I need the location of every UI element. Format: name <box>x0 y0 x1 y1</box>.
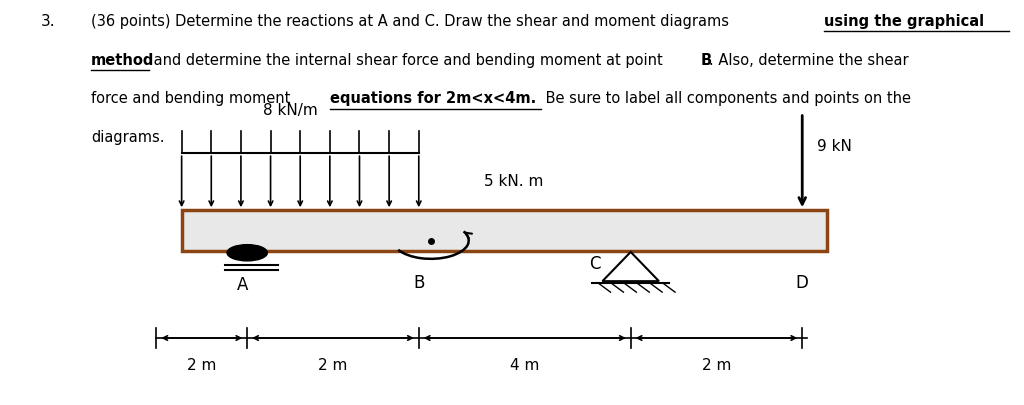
Text: 8 kN/m: 8 kN/m <box>263 102 317 117</box>
Text: . Also, determine the shear: . Also, determine the shear <box>710 53 909 68</box>
Text: diagrams.: diagrams. <box>91 130 164 145</box>
Text: 2 m: 2 m <box>187 358 216 373</box>
Text: method: method <box>91 53 155 68</box>
Polygon shape <box>602 252 659 281</box>
Text: B: B <box>413 273 425 291</box>
Text: 5 kN. m: 5 kN. m <box>484 173 544 188</box>
Text: 9 kN: 9 kN <box>817 139 852 153</box>
Text: 2 m: 2 m <box>701 358 731 373</box>
Text: force and bending moment: force and bending moment <box>91 91 295 106</box>
Text: 3.: 3. <box>40 14 55 29</box>
Text: 2 m: 2 m <box>318 358 348 373</box>
Text: A: A <box>237 275 248 293</box>
Bar <box>181 211 827 251</box>
Text: (36 points) Determine the reactions at A and C. Draw the shear and moment diagra: (36 points) Determine the reactions at A… <box>91 14 733 29</box>
Text: C: C <box>589 254 600 272</box>
Text: B: B <box>700 53 712 68</box>
Text: and determine the internal shear force and bending moment at point: and determine the internal shear force a… <box>150 53 668 68</box>
Text: using the graphical: using the graphical <box>824 14 984 29</box>
Text: Be sure to label all components and points on the: Be sure to label all components and poin… <box>541 91 911 106</box>
Text: D: D <box>796 273 809 291</box>
Text: equations for 2m<x<4m.: equations for 2m<x<4m. <box>330 91 537 106</box>
Circle shape <box>227 245 267 261</box>
Text: 4 m: 4 m <box>510 358 540 373</box>
